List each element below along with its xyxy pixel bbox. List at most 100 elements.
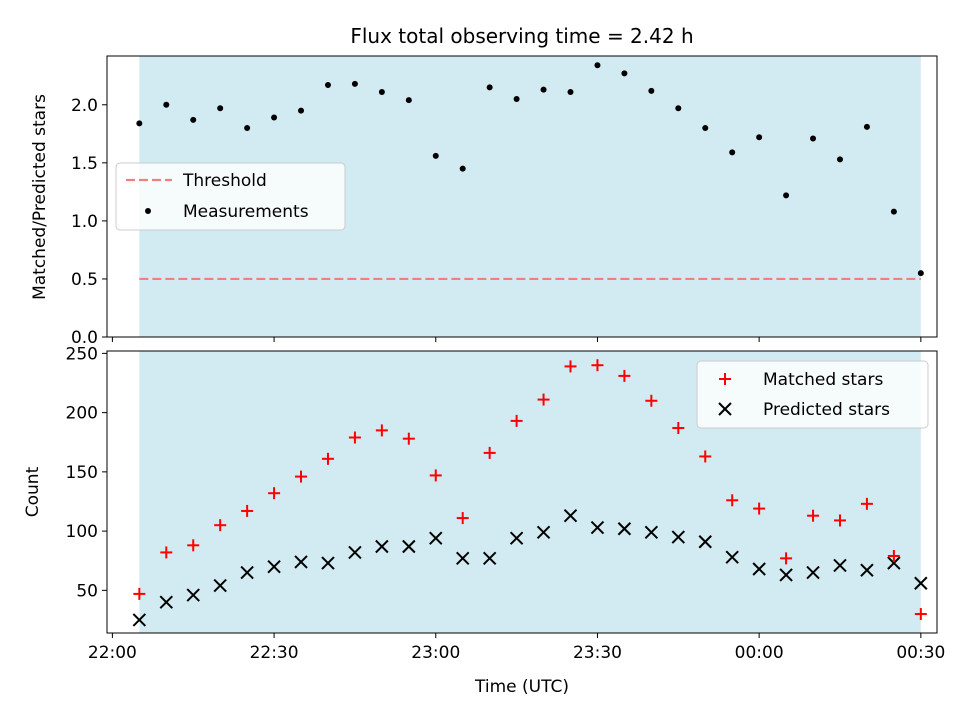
measurement-point [351, 80, 358, 87]
measurement-point [567, 88, 574, 95]
matched-star-point [645, 394, 658, 407]
measurement-point [729, 149, 736, 156]
predicted-star-point [590, 520, 605, 535]
predicted-star-point [321, 556, 335, 570]
count-x-ticks: 22:00 22:30 23:00 23:30 00:00 00:30 [88, 633, 945, 663]
measurement-point [486, 84, 493, 91]
legend-measurements-swatch [145, 208, 151, 214]
measurement-point [783, 192, 790, 199]
ratio-panel: 0.00.51.01.52.0 Matched/Predicted stars … [30, 55, 938, 348]
predicted-star-point [914, 576, 928, 590]
matched-star-point [618, 369, 631, 382]
matched-star-point [672, 422, 685, 435]
measurement-point [621, 70, 628, 77]
ratio-x-ticks [111, 337, 922, 342]
measurement-point [702, 124, 709, 131]
matched-star-point [780, 552, 793, 565]
y-tick-label: 100 [66, 522, 98, 542]
predicted-star-point [887, 556, 901, 570]
legend-threshold-label: Threshold [182, 171, 267, 191]
measurement-point [513, 95, 520, 102]
measurement-point [459, 165, 466, 172]
x-axis-label: Time (UTC) [474, 677, 569, 697]
matched-star-point [429, 469, 442, 482]
measurement-point [298, 107, 305, 114]
matched-star-point [268, 487, 281, 500]
count-y-axis-label: Count [23, 466, 43, 517]
measurement-point [890, 208, 897, 215]
matched-star-point [295, 470, 308, 483]
matched-star-point [807, 509, 820, 522]
measurement-point [675, 105, 682, 112]
matched-stars-points [133, 359, 927, 621]
y-tick-label: 0.0 [71, 328, 98, 348]
measurement-point [271, 114, 278, 121]
chart-title: Flux total observing time = 2.42 h [350, 24, 693, 48]
y-tick-label: 150 [66, 463, 98, 483]
legend-matched-label: Matched stars [763, 370, 883, 390]
matched-star-point [160, 546, 173, 559]
measurement-points [136, 62, 924, 277]
predicted-star-point [617, 522, 632, 536]
matched-star-point [375, 424, 388, 437]
matched-star-point [860, 497, 873, 510]
predicted-star-point [725, 550, 739, 564]
x-tick-label: 22:30 [250, 643, 299, 663]
measurement-point [136, 120, 143, 127]
matched-star-point [510, 414, 523, 427]
matched-star-point [187, 539, 200, 552]
predicted-star-point [375, 539, 389, 554]
measurement-point [540, 86, 547, 93]
predicted-star-point [213, 578, 227, 593]
ratio-axes-frame [106, 55, 938, 338]
x-tick-label: 00:00 [735, 643, 784, 663]
predicted-star-point [752, 562, 766, 576]
predicted-star-point [698, 535, 712, 549]
measurement-point [594, 62, 601, 69]
measurement-point [648, 87, 655, 94]
predicted-star-point [186, 588, 200, 602]
predicted-stars-points [132, 508, 928, 627]
matched-star-point [699, 450, 712, 463]
predicted-star-point [860, 563, 874, 577]
matched-star-point [833, 514, 846, 527]
measurement-point [163, 101, 170, 108]
measurement-point [190, 116, 197, 123]
ratio-legend: Threshold Measurements [115, 162, 346, 231]
predicted-star-point [456, 551, 470, 566]
matched-star-point [564, 360, 577, 373]
matched-star-point [753, 502, 766, 515]
y-tick-label: 0.5 [71, 270, 98, 290]
matched-star-point [402, 432, 415, 445]
predicted-star-point [563, 508, 578, 523]
y-tick-label: 200 [66, 404, 98, 424]
count-axes-frame [106, 350, 938, 634]
count-y-ticks: 50 100 150 200 250 [66, 344, 107, 601]
predicted-star-point [402, 539, 416, 554]
count-legend: Matched stars Predicted stars [696, 360, 929, 429]
measurement-point [217, 105, 224, 112]
measurement-point [917, 270, 924, 277]
matched-star-point [214, 519, 227, 532]
matched-star-point [537, 393, 550, 406]
predicted-star-point [482, 551, 497, 566]
predicted-star-point [779, 568, 793, 582]
matched-star-point [348, 431, 361, 444]
legend-predicted-swatch [718, 402, 732, 416]
measurement-point [836, 156, 843, 163]
y-tick-label: 1.5 [71, 154, 98, 174]
matched-star-point [456, 512, 469, 525]
y-tick-label: 50 [76, 581, 98, 601]
matched-star-point [914, 608, 927, 621]
measurement-point [810, 135, 817, 142]
measurement-point [405, 97, 412, 104]
x-tick-label: 22:00 [88, 643, 137, 663]
predicted-star-point [536, 525, 551, 539]
matched-star-point [483, 446, 496, 459]
matched-star-point [887, 549, 900, 562]
matched-star-point [726, 494, 739, 507]
predicted-star-point [132, 613, 147, 627]
x-tick-label: 23:00 [411, 643, 460, 663]
matched-star-point [321, 452, 334, 465]
